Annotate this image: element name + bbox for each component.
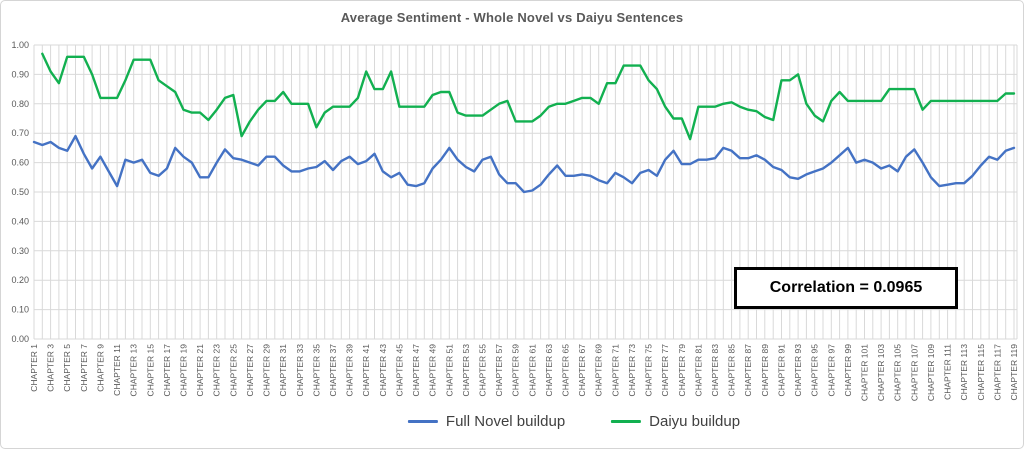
x-axis-tick: CHAPTER 99 <box>843 344 853 397</box>
x-axis-tick: CHAPTER 115 <box>976 344 986 401</box>
y-axis-tick: 0.80 <box>11 99 29 109</box>
x-axis-tick: CHAPTER 47 <box>411 344 421 397</box>
x-axis-tick: CHAPTER 5 <box>62 344 72 392</box>
y-axis-tick: 0.50 <box>11 187 29 197</box>
x-axis-tick: CHAPTER 7 <box>79 344 89 392</box>
x-axis-tick: CHAPTER 15 <box>145 344 155 397</box>
x-axis-tick: CHAPTER 31 <box>278 344 288 397</box>
x-axis-tick: CHAPTER 93 <box>793 344 803 397</box>
x-axis-tick: CHAPTER 113 <box>959 344 969 401</box>
chart-legend: Full Novel buildup Daiyu buildup <box>407 413 740 430</box>
daiyu-line-swatch <box>611 420 642 423</box>
y-axis-tick: 1.00 <box>11 40 29 50</box>
x-axis-tick: CHAPTER 91 <box>777 344 787 397</box>
x-axis-tick: CHAPTER 63 <box>544 344 554 397</box>
daiyu-buildup-line <box>41 52 1016 141</box>
x-axis-tick: CHAPTER 49 <box>428 344 438 397</box>
x-axis-tick: CHAPTER 25 <box>228 344 238 397</box>
x-axis-tick: CHAPTER 35 <box>311 344 321 397</box>
y-axis-tick: 0.90 <box>11 69 29 79</box>
x-axis-tick: CHAPTER 13 <box>129 344 139 397</box>
x-axis-tick: CHAPTER 75 <box>644 344 654 397</box>
x-axis-tick: CHAPTER 27 <box>245 344 255 397</box>
x-axis-tick: CHAPTER 95 <box>810 344 820 397</box>
x-axis-tick: CHAPTER 83 <box>710 344 720 397</box>
correlation-annotation: Correlation = 0.0965 <box>734 267 958 309</box>
x-axis-tick: CHAPTER 73 <box>627 344 637 397</box>
x-axis-tick: CHAPTER 53 <box>461 344 471 397</box>
x-axis-tick: CHAPTER 17 <box>162 344 172 397</box>
y-axis-tick: 0.00 <box>11 334 29 344</box>
x-axis-tick: CHAPTER 101 <box>860 344 870 401</box>
x-axis-tick: CHAPTER 69 <box>594 344 604 397</box>
legend-label-full-novel: Full Novel buildup <box>445 413 566 430</box>
x-axis-tick: CHAPTER 45 <box>394 344 404 397</box>
full-novel-line-swatch <box>407 420 438 423</box>
x-axis-tick: CHAPTER 11 <box>112 344 122 396</box>
x-axis-tick: CHAPTER 19 <box>179 344 189 397</box>
y-axis-tick: 0.60 <box>11 158 29 168</box>
x-axis-tick: CHAPTER 59 <box>511 344 521 397</box>
x-axis-tick: CHAPTER 67 <box>577 344 587 397</box>
x-axis-tick: CHAPTER 65 <box>561 344 571 397</box>
x-axis-tick: CHAPTER 81 <box>693 344 703 397</box>
x-axis-tick: CHAPTER 87 <box>743 344 753 397</box>
x-axis-tick: CHAPTER 79 <box>677 344 687 397</box>
x-axis-tick: CHAPTER 85 <box>727 344 737 397</box>
x-axis-tick: CHAPTER 103 <box>876 344 886 401</box>
x-axis-tick: CHAPTER 9 <box>95 344 105 392</box>
x-axis-tick: CHAPTER 3 <box>46 344 56 392</box>
x-axis-tick: CHAPTER 51 <box>444 344 454 397</box>
legend-item-full-novel: Full Novel buildup <box>407 413 566 430</box>
x-axis-tick: CHAPTER 57 <box>494 344 504 397</box>
x-axis-tick: CHAPTER 1 <box>29 344 39 392</box>
y-axis-tick: 0.30 <box>11 246 29 256</box>
legend-item-daiyu: Daiyu buildup <box>611 413 740 430</box>
x-axis-tick: CHAPTER 77 <box>660 344 670 397</box>
x-axis-tick: CHAPTER 71 <box>610 344 620 397</box>
x-axis-tick: CHAPTER 89 <box>760 344 770 397</box>
x-axis-tick: CHAPTER 97 <box>826 344 836 397</box>
x-axis-tick: CHAPTER 39 <box>345 344 355 397</box>
full-novel-buildup-line <box>32 134 1016 194</box>
x-axis-tick: CHAPTER 61 <box>527 344 537 397</box>
x-axis-tick: CHAPTER 37 <box>328 344 338 397</box>
chart-title: Average Sentiment - Whole Novel vs Daiyu… <box>340 10 684 25</box>
legend-label-daiyu: Daiyu buildup <box>649 413 741 430</box>
x-axis-tick: CHAPTER 29 <box>262 344 272 397</box>
x-axis-tick: CHAPTER 41 <box>361 344 371 397</box>
y-axis-tick: 0.40 <box>11 216 29 226</box>
x-axis-tick: CHAPTER 105 <box>893 344 903 401</box>
x-axis-tick: CHAPTER 117 <box>992 344 1002 401</box>
x-axis-tick: CHAPTER 21 <box>195 344 205 397</box>
x-axis-tick: CHAPTER 23 <box>212 344 222 397</box>
y-axis-tick: 0.10 <box>11 305 29 315</box>
y-axis-tick: 0.70 <box>11 128 29 138</box>
x-axis-tick: CHAPTER 109 <box>926 344 936 401</box>
x-axis-tick: CHAPTER 43 <box>378 344 388 397</box>
y-axis-tick: 0.20 <box>11 275 29 285</box>
x-axis-tick: CHAPTER 119 <box>1009 344 1019 401</box>
x-axis-tick: CHAPTER 111 <box>943 344 953 400</box>
x-axis-tick: CHAPTER 55 <box>478 344 488 397</box>
x-axis-tick: CHAPTER 33 <box>295 344 305 397</box>
x-axis-tick: CHAPTER 107 <box>909 344 919 401</box>
